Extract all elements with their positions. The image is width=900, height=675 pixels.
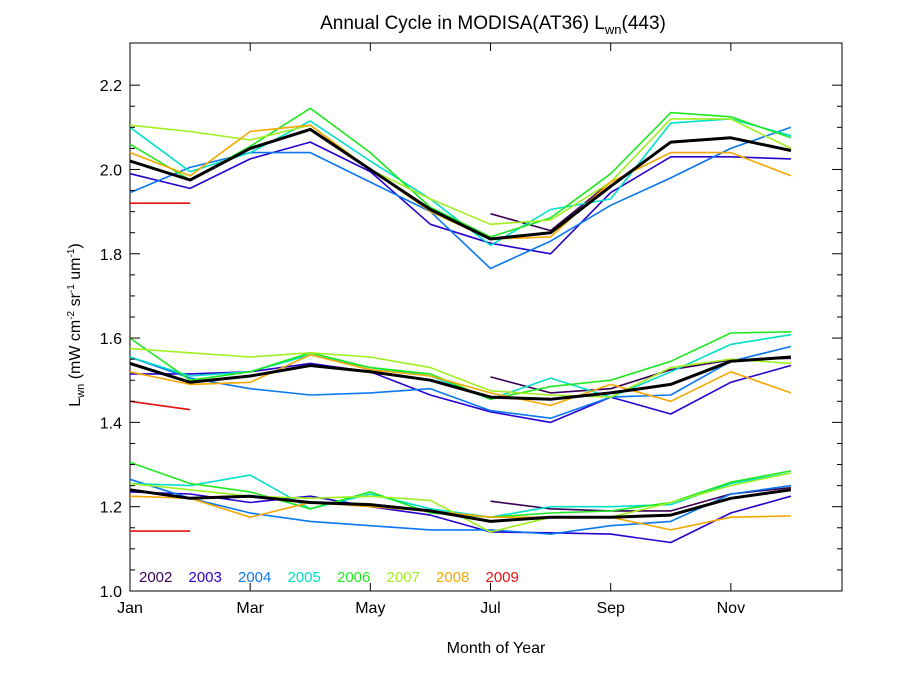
series-2002-line-0 [490, 181, 612, 232]
y-axis-title-subscript: wn [75, 384, 87, 399]
series-2004-line-2 [129, 478, 792, 535]
x-tick-label: Mar [236, 600, 264, 617]
series-mean-line-1 [129, 355, 792, 401]
y-axis-title-units2: sr [67, 292, 84, 310]
series-2004-line-0 [129, 126, 792, 270]
y-axis-title-exp2: -1 [66, 284, 77, 293]
series-2005-line-0 [129, 118, 792, 247]
y-axis-title-exp1: -2 [66, 310, 77, 319]
series-2006-line-0 [129, 107, 792, 238]
legend-item-2009: 2009 [486, 569, 519, 586]
series-2009-line-1 [129, 400, 191, 411]
data-lines [129, 107, 792, 544]
plot-area: Jan Mar May Jul Sep Nov 1.0 1.2 1.4 1.6 1.8 2.0 2.2… [100, 42, 843, 617]
x-tick-label: Sep [596, 600, 625, 617]
chart-title-main: Annual Cycle in MODISA(AT36) L [320, 13, 605, 34]
x-tick-label: Jan [117, 600, 143, 617]
legend-item-2007: 2007 [387, 569, 420, 586]
chart-title-tail: (443) [622, 13, 666, 34]
chart-title: Annual Cycle in MODISA(AT36) Lwn(443) [320, 13, 666, 37]
series-2008-line-2 [129, 495, 791, 531]
x-axis: Jan Mar May Jul Sep Nov [117, 43, 745, 617]
series-2007-line-0 [129, 118, 792, 226]
y-axis-title-main: L [67, 398, 84, 407]
y-tick-label: 2.0 [100, 162, 122, 179]
legend-item-2004: 2004 [238, 569, 271, 586]
series-2006-line-1 [129, 331, 791, 400]
y-axis-title-units4: ) [67, 243, 84, 248]
plot-frame [129, 42, 843, 592]
y-tick-label: 1.6 [100, 331, 122, 348]
series-2004-line-1 [129, 345, 792, 419]
legend-item-2008: 2008 [436, 569, 469, 586]
legend-item-2002: 2002 [139, 569, 172, 586]
y-axis-title-units3: um [67, 258, 84, 285]
y-axis-title: Lwn (mW cm-2 sr-1 um-1) [66, 243, 87, 406]
chart-title-subscript: wn [604, 22, 622, 37]
legend: 2002 2003 2004 2005 2006 2007 2008 2009 [139, 569, 519, 586]
y-tick-label: 2.2 [100, 78, 122, 95]
x-tick-label: May [355, 600, 385, 617]
series-2007-line-1 [129, 347, 791, 398]
y-tick-label: 1.8 [100, 247, 122, 264]
series-2005-line-2 [129, 472, 792, 518]
x-axis-title: Month of Year [447, 640, 546, 657]
y-axis: 1.0 1.2 1.4 1.6 1.8 2.0 2.2 [100, 78, 842, 601]
series-2003-line-2 [129, 491, 792, 544]
legend-item-2005: 2005 [288, 569, 321, 586]
series-mean-line-0 [129, 127, 792, 241]
series-2003-line-0 [129, 141, 791, 255]
series-mean-line-2 [129, 488, 792, 523]
x-tick-label: Jul [480, 600, 500, 617]
legend-item-2003: 2003 [189, 569, 222, 586]
y-tick-label: 1.4 [100, 415, 122, 432]
y-tick-label: 1.2 [100, 500, 122, 517]
series-2003-line-1 [130, 362, 792, 424]
y-tick-label: 1.0 [100, 584, 122, 601]
legend-item-2006: 2006 [337, 569, 370, 586]
series-2008-line-1 [129, 354, 792, 407]
y-axis-title-units: (mW cm [67, 320, 84, 384]
x-tick-label: Nov [717, 600, 745, 617]
y-axis-title-exp3: -1 [66, 248, 77, 257]
